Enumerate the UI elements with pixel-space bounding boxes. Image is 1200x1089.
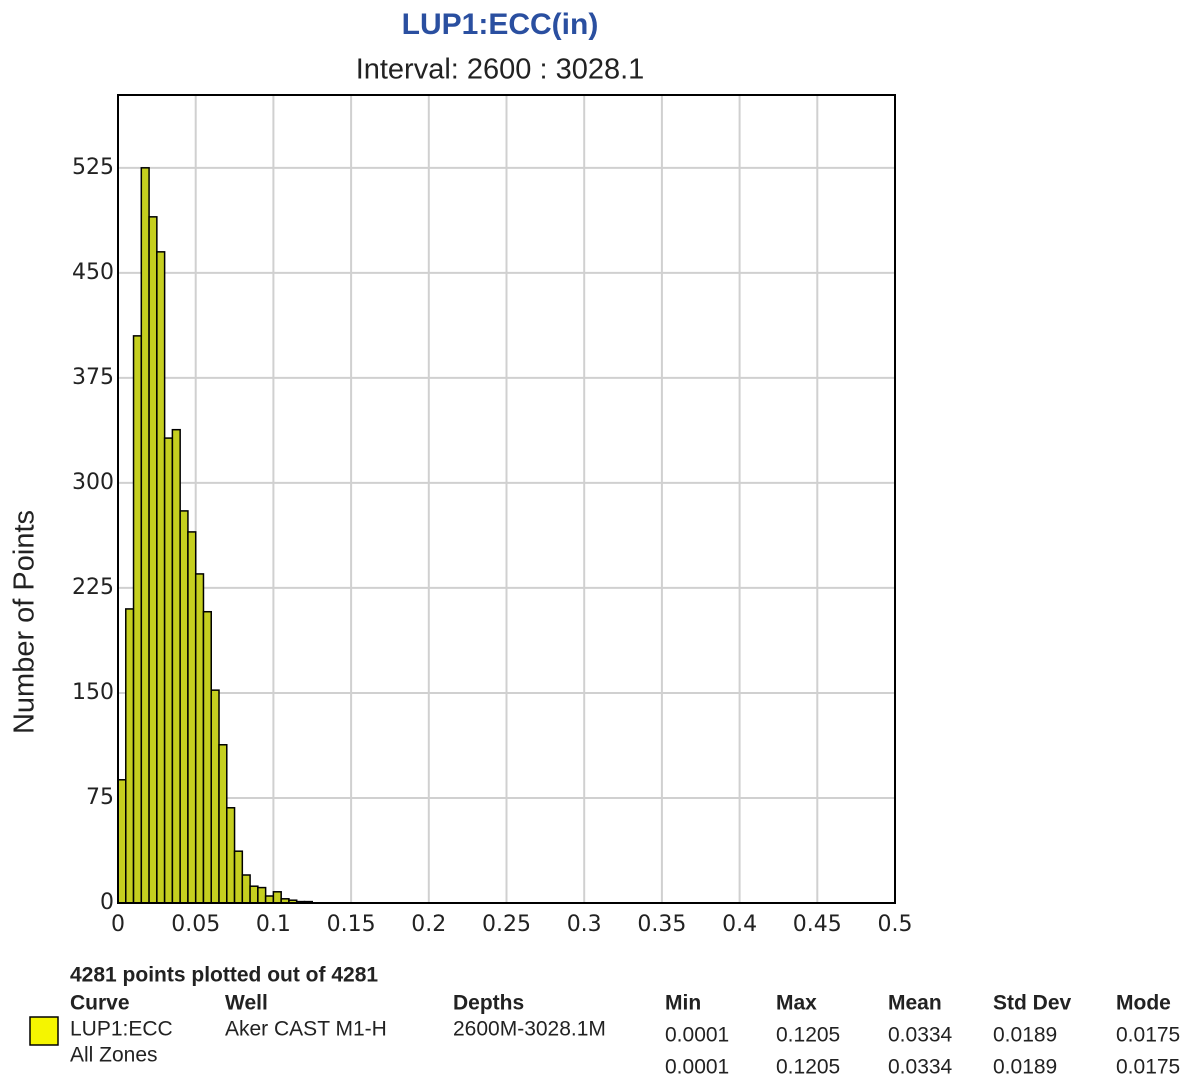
bar	[140, 167, 150, 904]
table-header: Max	[776, 992, 817, 1015]
depths: 2600M-3028.1M	[453, 1018, 606, 1041]
bar	[272, 891, 282, 904]
y-tick-label: 150	[72, 680, 114, 705]
y-tick-label: 450	[72, 260, 114, 285]
legend-swatch	[29, 1016, 59, 1046]
stat-value: 0.0189	[993, 1024, 1057, 1047]
x-tick-label: 0	[111, 912, 125, 937]
y-tick-label: 525	[72, 155, 114, 180]
table-header: Well	[225, 992, 268, 1015]
x-tick-label: 0.2	[411, 912, 446, 937]
table-header: Curve	[70, 992, 130, 1015]
bar	[148, 216, 158, 904]
bar	[210, 689, 220, 904]
points-note: 4281 points plotted out of 4281	[70, 964, 378, 987]
bar	[249, 885, 259, 904]
bar	[194, 573, 205, 904]
table-header: Mode	[1116, 992, 1171, 1015]
x-tick-label: 0.05	[171, 912, 220, 937]
plot-frame	[117, 94, 896, 904]
x-tick-label: 0.3	[567, 912, 602, 937]
bar	[163, 437, 174, 904]
x-tick-label: 0.35	[637, 912, 686, 937]
well-name: Aker CAST M1-H	[225, 1018, 387, 1041]
stat-value: 0.1205	[776, 1056, 840, 1079]
x-tick-label: 0.4	[722, 912, 757, 937]
x-tick-label: 0.45	[793, 912, 842, 937]
stat-value: 0.0001	[665, 1056, 729, 1079]
zone-name: All Zones	[70, 1044, 158, 1067]
table-header: Std Dev	[993, 992, 1072, 1015]
bar	[257, 886, 267, 904]
stat-value: 0.0175	[1116, 1024, 1180, 1047]
curve-name: LUP1:ECC	[70, 1018, 173, 1041]
table-header: Depths	[453, 992, 524, 1015]
stat-value: 0.0334	[888, 1056, 953, 1079]
bar	[179, 510, 189, 904]
bar	[226, 807, 236, 904]
bar	[264, 895, 275, 904]
stat-value: 0.0001	[665, 1024, 729, 1047]
bar	[187, 531, 197, 904]
y-tick-label: 0	[100, 890, 114, 915]
bar	[202, 610, 212, 904]
y-tick-label: 300	[72, 470, 114, 495]
bar	[132, 335, 143, 904]
bar	[156, 251, 166, 904]
y-tick-label: 225	[72, 575, 114, 600]
chart-subtitle: Interval: 2600 : 3028.1	[356, 54, 645, 86]
chart-title: LUP1:ECC(in)	[402, 8, 599, 41]
y-axis-label: Number of Points	[9, 510, 41, 734]
stat-value: 0.0175	[1116, 1056, 1180, 1079]
x-tick-label: 0.5	[878, 912, 913, 937]
x-tick-label: 0.1	[256, 912, 291, 937]
bar	[241, 874, 251, 904]
y-tick-label: 375	[72, 365, 114, 390]
bar	[125, 608, 135, 904]
bar	[233, 850, 244, 904]
table-header: Min	[665, 992, 701, 1015]
table-header: Mean	[888, 992, 942, 1015]
bar	[171, 428, 181, 904]
bar	[117, 779, 127, 904]
stat-value: 0.0334	[888, 1024, 953, 1047]
y-tick-label: 75	[86, 785, 114, 810]
bar	[218, 744, 228, 904]
x-tick-label: 0.15	[327, 912, 376, 937]
x-tick-label: 0.25	[482, 912, 531, 937]
stat-value: 0.0189	[993, 1056, 1057, 1079]
stat-value: 0.1205	[776, 1024, 840, 1047]
